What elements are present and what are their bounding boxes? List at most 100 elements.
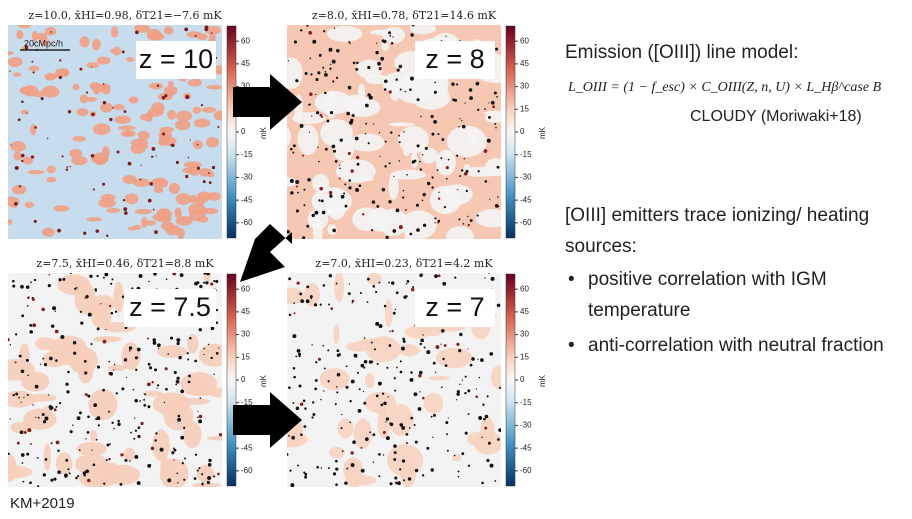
map-dot bbox=[409, 76, 414, 81]
map-patch bbox=[93, 90, 100, 95]
map-patch bbox=[30, 124, 37, 136]
map-dot bbox=[422, 192, 426, 197]
map-patch bbox=[206, 192, 221, 201]
map-dot bbox=[30, 281, 32, 284]
colorbar-tick-label: 45 bbox=[241, 307, 250, 316]
map-patch bbox=[206, 435, 222, 441]
map-dot bbox=[299, 124, 304, 128]
map-dot bbox=[149, 464, 152, 466]
map-patch bbox=[148, 82, 164, 90]
map-dot bbox=[461, 379, 463, 381]
map-patch bbox=[312, 173, 330, 193]
map-dot bbox=[484, 277, 486, 279]
map-dot bbox=[445, 166, 449, 170]
map-dot bbox=[338, 164, 341, 167]
map-dot bbox=[328, 191, 333, 195]
map-dot bbox=[152, 338, 156, 342]
map-dot bbox=[469, 96, 473, 100]
map-dot bbox=[102, 388, 105, 392]
map-dot bbox=[134, 455, 139, 459]
map-dot bbox=[490, 100, 495, 105]
map-dot bbox=[358, 184, 362, 187]
map-dot bbox=[356, 162, 360, 166]
map-dot bbox=[140, 164, 142, 166]
map-dot bbox=[80, 321, 84, 325]
map-patch bbox=[57, 274, 91, 296]
map-patch bbox=[195, 196, 206, 206]
map-dot bbox=[293, 302, 295, 304]
map-dot bbox=[159, 447, 164, 452]
map-dot bbox=[375, 394, 379, 398]
map-dot bbox=[452, 98, 455, 102]
map-dot bbox=[484, 108, 486, 110]
map-dot bbox=[311, 401, 315, 404]
map-patch bbox=[128, 96, 139, 104]
map-patch bbox=[151, 179, 165, 185]
map-dot bbox=[497, 196, 499, 198]
map-dot bbox=[302, 236, 306, 239]
map-dot bbox=[25, 285, 30, 289]
map-dot bbox=[287, 60, 290, 62]
map-dot bbox=[348, 41, 351, 44]
map-patch bbox=[314, 90, 353, 115]
map-dot bbox=[288, 313, 292, 317]
map-patch bbox=[213, 110, 222, 121]
map-dot bbox=[467, 348, 469, 350]
map-patch bbox=[203, 273, 211, 284]
label-box bbox=[415, 289, 495, 327]
map-dot bbox=[480, 358, 484, 362]
map-dot bbox=[445, 177, 448, 180]
map-dot bbox=[315, 361, 318, 364]
map-dot bbox=[153, 273, 157, 276]
map-dot bbox=[207, 343, 210, 346]
map-dot bbox=[430, 468, 434, 472]
map-dot bbox=[350, 451, 354, 455]
map-dot bbox=[415, 203, 419, 207]
map-dot bbox=[9, 344, 12, 346]
map-dot bbox=[17, 118, 21, 122]
map-dot bbox=[156, 384, 160, 387]
map-dot bbox=[442, 357, 445, 361]
map-patch bbox=[333, 138, 355, 162]
map-patch bbox=[89, 429, 98, 442]
map-dot bbox=[490, 276, 495, 281]
map-dot bbox=[398, 134, 401, 137]
map-dot bbox=[398, 64, 403, 69]
map-dot bbox=[344, 481, 348, 485]
map-dot bbox=[304, 473, 308, 476]
map-dot bbox=[42, 420, 47, 424]
panel-header: z=10.0, x̄HI=0.98, δT21=−7.6 mK bbox=[28, 9, 222, 22]
map-dot bbox=[430, 415, 433, 418]
map-dot bbox=[409, 378, 414, 382]
map-dot bbox=[109, 372, 114, 376]
map-dot bbox=[75, 286, 78, 289]
map-dot bbox=[420, 338, 425, 343]
map-dot bbox=[303, 188, 306, 191]
map-dot bbox=[314, 210, 319, 215]
map-patch bbox=[10, 141, 26, 152]
map-patch bbox=[19, 343, 30, 364]
map-dot bbox=[460, 119, 463, 122]
map-dot bbox=[306, 25, 309, 27]
map-dot bbox=[299, 402, 304, 406]
map-dot bbox=[288, 434, 290, 437]
map-patch bbox=[187, 79, 203, 87]
map-dot bbox=[335, 282, 338, 285]
map-dot bbox=[164, 94, 168, 98]
map-dot bbox=[383, 88, 387, 91]
panel-label: z = 7 bbox=[425, 292, 484, 322]
map-dot bbox=[336, 386, 338, 388]
map-dot bbox=[388, 344, 392, 347]
map-dot bbox=[305, 299, 310, 304]
map-dot bbox=[85, 295, 89, 299]
map-dot bbox=[149, 366, 153, 370]
arrow bbox=[233, 392, 302, 448]
map-dot bbox=[206, 273, 210, 276]
colorbar-tick-label: 0 bbox=[241, 375, 246, 384]
map-dot bbox=[309, 92, 313, 96]
map-dot bbox=[380, 403, 384, 407]
map-dot bbox=[412, 285, 415, 288]
map-dot bbox=[372, 461, 375, 463]
map-dot bbox=[161, 95, 166, 100]
map-dot bbox=[113, 427, 116, 430]
